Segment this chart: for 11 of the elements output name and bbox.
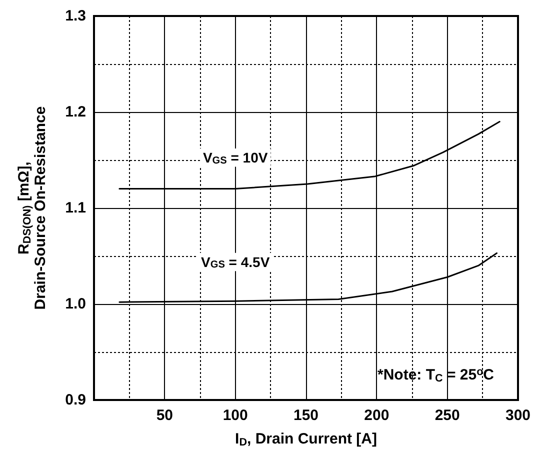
- y-tick-label: 0.9: [65, 392, 86, 408]
- x-tick-label: 50: [156, 407, 174, 424]
- y-tick-label: 1.1: [65, 200, 86, 216]
- x-tick-label: 250: [434, 407, 460, 424]
- x-tick-label: 150: [293, 407, 319, 424]
- y-tick-label: 1.2: [65, 104, 86, 120]
- y-tick-label: 1.0: [65, 296, 86, 312]
- x-tick-label: 200: [364, 407, 390, 424]
- y-tick-label: 1.3: [65, 8, 86, 24]
- x-tick-label: 100: [222, 407, 248, 424]
- x-tick-label: 300: [505, 407, 531, 424]
